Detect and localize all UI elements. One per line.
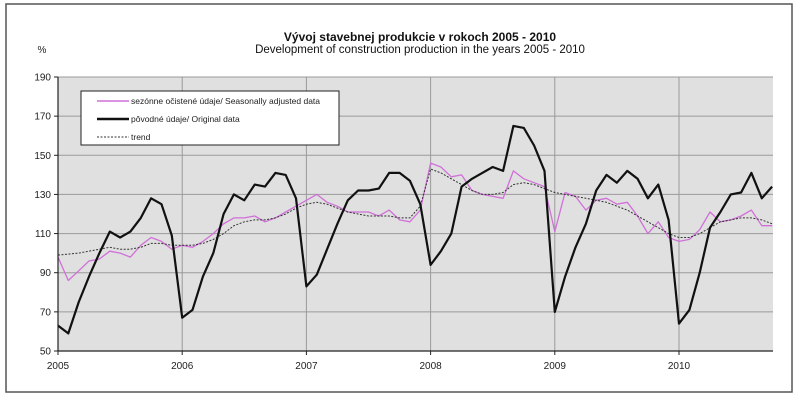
x-tick-label: 2006 — [171, 361, 194, 372]
x-tick-label: 2008 — [419, 361, 442, 372]
legend-label-original: pôvodné údaje/ Original data — [131, 114, 240, 124]
y-tick-label: 170 — [34, 112, 51, 123]
y-tick-label: 70 — [40, 307, 52, 318]
x-tick-label: 2007 — [295, 361, 318, 372]
legend: sezónne očistené údaje/ Seasonally adjus… — [80, 90, 340, 146]
x-tick-label: 2005 — [47, 361, 70, 372]
y-tick-label: 150 — [34, 151, 51, 162]
chart-title: Vývoj stavebnej produkcie v rokoch 2005 … — [284, 30, 556, 44]
y-tick-label: 110 — [35, 229, 51, 240]
series-original-line — [57, 124, 773, 335]
y-tick-label: 50 — [40, 347, 52, 358]
x-tick-label: 2010 — [668, 361, 691, 372]
legend-label-seasonal: sezónne očistené údaje/ Seasonally adjus… — [131, 96, 320, 106]
y-tick-label: 90 — [40, 268, 52, 279]
series-seasonally-adjusted-line — [57, 162, 773, 282]
series-trend-line — [57, 168, 773, 256]
chart-subtitle: Development of construction production i… — [255, 44, 585, 56]
x-tick-label: 2009 — [544, 361, 567, 372]
legend-label-trend: trend — [131, 132, 151, 142]
y-tick-label: 130 — [34, 190, 51, 201]
y-axis-label: % — [38, 45, 47, 56]
y-tick-label: 190 — [34, 73, 51, 84]
